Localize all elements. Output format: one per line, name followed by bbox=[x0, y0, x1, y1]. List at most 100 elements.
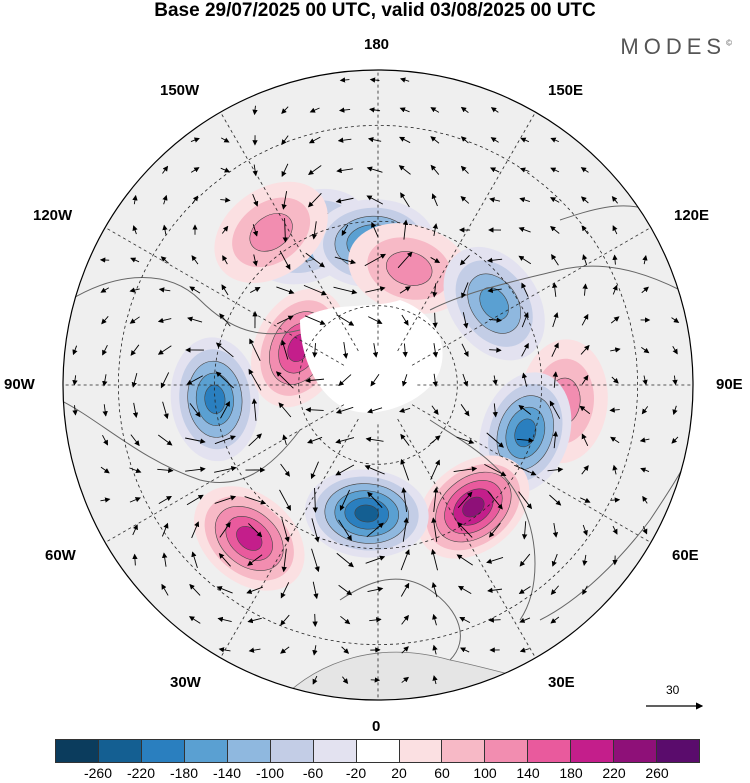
wind-arrow bbox=[132, 225, 138, 235]
colorbar-swatch bbox=[528, 740, 572, 762]
wind-arrow bbox=[312, 645, 318, 656]
wind-arrow bbox=[489, 197, 501, 203]
wind-arrow bbox=[611, 376, 619, 384]
wind-arrow bbox=[246, 586, 264, 594]
wind-arrow bbox=[399, 407, 411, 413]
wind-arrow bbox=[215, 371, 234, 389]
colorbar-swatch bbox=[657, 740, 700, 762]
wind-arrow bbox=[220, 167, 231, 173]
wind-arrow bbox=[189, 286, 201, 294]
wind-arrow bbox=[220, 400, 230, 419]
wind-arrow bbox=[281, 191, 288, 210]
lon-label-0: 0 bbox=[372, 718, 381, 735]
wind-arrow bbox=[130, 434, 140, 447]
colorbar-swatch bbox=[356, 740, 400, 762]
wind-arrow bbox=[402, 219, 409, 240]
wind-arrow bbox=[279, 489, 291, 511]
wind-arrow bbox=[160, 256, 169, 264]
wind-arrow bbox=[221, 225, 229, 234]
wind-arrow bbox=[102, 434, 108, 446]
map-title: Base 29/07/2025 00 UTC, valid 03/08/2025… bbox=[154, 0, 596, 21]
wind-arrow bbox=[215, 342, 234, 358]
wind-arrow bbox=[72, 345, 78, 356]
wind-arrow bbox=[401, 646, 409, 654]
wind-arrow bbox=[490, 167, 500, 173]
wind-arrow bbox=[581, 225, 589, 235]
colorbar-tick: -260 bbox=[83, 765, 113, 781]
wind-arrow bbox=[161, 583, 169, 596]
wind-arrow bbox=[400, 458, 410, 481]
wind-arrow bbox=[214, 495, 237, 504]
wind-arrow bbox=[486, 557, 504, 564]
wind-arrow bbox=[519, 167, 530, 173]
wind-arrow bbox=[486, 257, 503, 263]
wind-arrow bbox=[364, 253, 387, 267]
wind-arrow bbox=[672, 405, 678, 416]
wind-arrow bbox=[519, 617, 531, 623]
wind-arrow bbox=[309, 107, 320, 113]
wind-arrow bbox=[162, 165, 169, 174]
wind-arrow bbox=[518, 586, 531, 594]
wind-arrow bbox=[100, 497, 111, 503]
wind-arrow bbox=[432, 223, 438, 237]
wind-arrow bbox=[459, 254, 470, 266]
colorbar-swatch bbox=[571, 740, 615, 762]
wind-arrow bbox=[431, 517, 438, 542]
wind-arrow bbox=[275, 371, 294, 389]
wind-arrow bbox=[282, 218, 288, 243]
wind-arrow bbox=[520, 137, 530, 143]
wind-arrow bbox=[369, 107, 381, 113]
wind-arrow bbox=[280, 582, 290, 599]
wind-arrow bbox=[218, 552, 231, 567]
lon-label-30e: 30E bbox=[548, 674, 575, 691]
colorbar-swatch bbox=[442, 740, 486, 762]
wind-arrow bbox=[640, 467, 650, 473]
wind-arrow bbox=[189, 403, 201, 418]
wind-arrow bbox=[367, 586, 384, 593]
wind-arrow bbox=[399, 77, 410, 83]
wind-arrow bbox=[431, 405, 439, 415]
wind-arrow bbox=[340, 615, 351, 625]
wind-arrow bbox=[521, 342, 529, 357]
wind-arrow bbox=[484, 464, 507, 477]
wind-arrow bbox=[161, 522, 169, 537]
anomaly-gulf-alaska-high bbox=[214, 181, 328, 283]
wind-arrow bbox=[492, 375, 498, 386]
wind-arrow bbox=[610, 436, 620, 444]
wind-arrow bbox=[429, 435, 441, 445]
wind-arrow bbox=[521, 312, 529, 328]
wind-arrow bbox=[366, 195, 384, 205]
wind-arrow bbox=[248, 433, 262, 447]
wind-arrow bbox=[552, 282, 558, 297]
wind-arrow bbox=[401, 374, 408, 387]
wind-arrow bbox=[366, 522, 384, 538]
wind-arrow bbox=[402, 517, 409, 542]
wind-arrow bbox=[580, 167, 589, 173]
wind-arrow bbox=[642, 254, 648, 265]
wind-arrow bbox=[247, 554, 263, 566]
wind-arrow bbox=[430, 136, 440, 144]
wind-arrow bbox=[400, 582, 410, 597]
wind-arrow bbox=[521, 372, 528, 387]
lon-label-120w: 120W bbox=[33, 207, 73, 224]
wind-arrow bbox=[550, 585, 559, 595]
wind-arrow bbox=[303, 284, 327, 296]
wind-arrow bbox=[187, 316, 203, 323]
wind-arrow bbox=[219, 521, 231, 538]
wind-arrow bbox=[514, 464, 537, 476]
latitude-circle bbox=[298, 305, 458, 465]
wind-arrow bbox=[334, 256, 357, 265]
wind-arrow bbox=[252, 224, 259, 237]
wind-arrow bbox=[132, 194, 138, 205]
wind-arrow bbox=[130, 344, 140, 356]
wind-arrow bbox=[186, 375, 203, 385]
colorbar-swatch bbox=[399, 740, 443, 762]
wind-arrow bbox=[672, 346, 678, 355]
wind-arrow bbox=[305, 252, 325, 268]
wind-arrow bbox=[431, 582, 438, 598]
wind-arrow bbox=[129, 287, 140, 293]
wind-arrow bbox=[191, 195, 199, 205]
colorbar-swatch bbox=[313, 740, 357, 762]
wind-arrow bbox=[460, 195, 470, 204]
wind-arrow bbox=[549, 494, 562, 506]
